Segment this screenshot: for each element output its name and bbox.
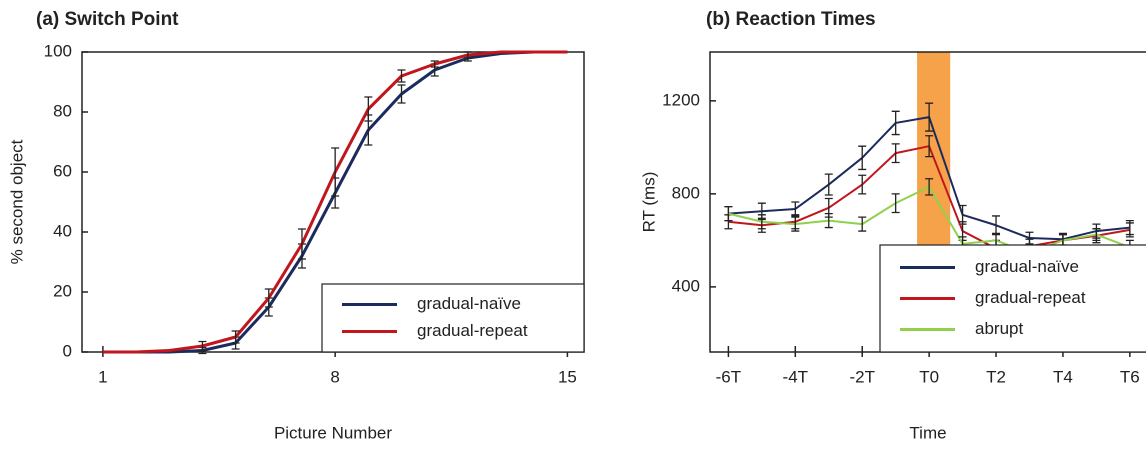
y-tick-label: 80: [53, 101, 72, 120]
error-bar: [858, 174, 867, 195]
error-bar: [824, 212, 833, 229]
error-bar: [791, 216, 800, 232]
error-bar: [891, 143, 900, 164]
x-tick-label: -2T: [849, 367, 875, 386]
error-bar: [858, 216, 867, 232]
error-bar: [925, 178, 934, 196]
error-bar: [397, 84, 406, 104]
x-tick-label: T0: [919, 367, 939, 386]
x-tick-label: 1: [98, 367, 107, 386]
error-bar: [824, 173, 833, 196]
legend-box: [321, 283, 585, 353]
x-tick-label: T4: [1053, 367, 1073, 386]
error-bar: [724, 206, 733, 222]
y-tick-label: 0: [63, 341, 72, 360]
error-bar: [231, 330, 240, 344]
y-axis-title: RT (ms): [639, 172, 658, 233]
error-bar: [463, 51, 472, 59]
legend-label: gradual-naïve: [417, 294, 521, 313]
y-tick-label: 800: [672, 183, 700, 202]
error-bar: [925, 135, 934, 158]
legend-label: gradual-naïve: [975, 257, 1079, 276]
y-tick-label: 1200: [662, 90, 700, 109]
y-axis-title: % second object: [7, 139, 26, 264]
y-tick-label: 60: [53, 161, 72, 180]
legend-label: gradual-repeat: [975, 288, 1086, 307]
y-tick-label: 20: [53, 281, 72, 300]
error-bar: [331, 147, 340, 197]
error-bar: [1092, 228, 1101, 242]
error-bar: [858, 145, 867, 171]
error-bar: [757, 214, 766, 230]
error-bar: [198, 340, 207, 352]
x-tick-label: 8: [330, 367, 339, 386]
legend-label: gradual-repeat: [417, 321, 528, 340]
error-bar: [430, 60, 439, 68]
error-bar: [297, 228, 306, 260]
error-bar: [1125, 222, 1134, 238]
error-bar: [364, 96, 373, 122]
error-bar: [891, 110, 900, 136]
error-bar: [891, 193, 900, 214]
x-axis-title: Picture Number: [274, 423, 392, 442]
x-tick-label: -6T: [716, 367, 742, 386]
x-tick-label: T2: [986, 367, 1006, 386]
x-tick-label: -4T: [783, 367, 809, 386]
legend-label: abrupt: [975, 319, 1023, 338]
y-tick-label: 40: [53, 221, 72, 240]
error-bar: [397, 69, 406, 83]
error-bar: [264, 288, 273, 308]
x-axis-title: Time: [909, 423, 946, 442]
y-tick-label: 100: [44, 41, 72, 60]
x-tick-label: 15: [558, 367, 577, 386]
error-bar: [925, 102, 934, 132]
y-tick-label: 400: [672, 276, 700, 295]
chart-title: (a) Switch Point: [36, 9, 179, 30]
chart-title: (b) Reaction Times: [706, 9, 876, 30]
x-tick-label: T6: [1120, 367, 1140, 386]
